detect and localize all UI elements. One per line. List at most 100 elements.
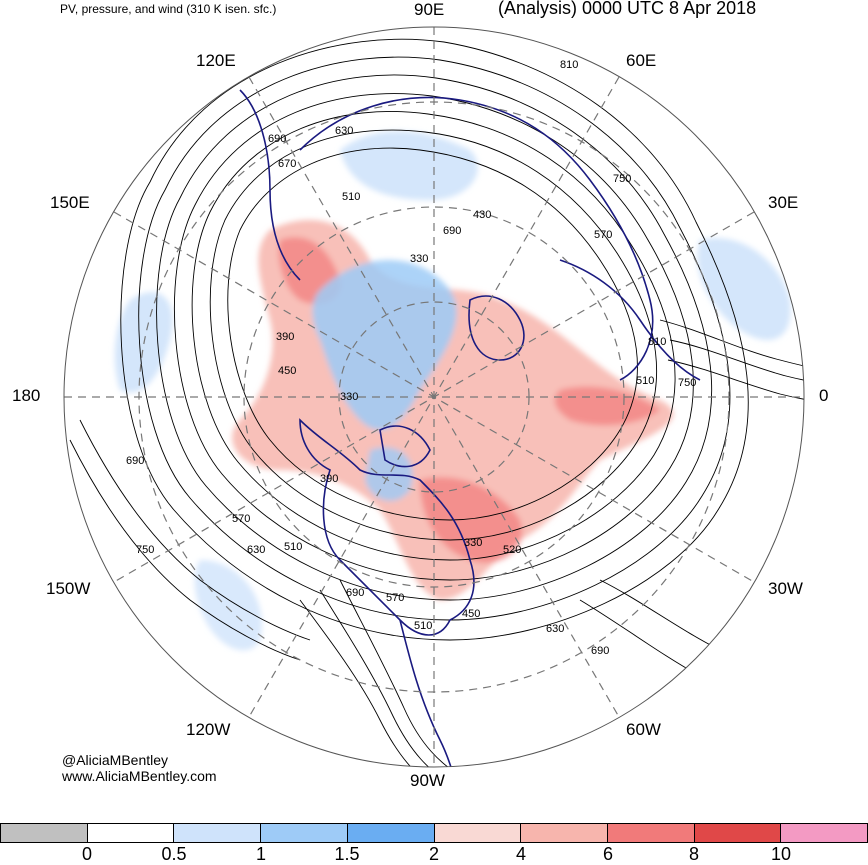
- contour-label: 570: [594, 229, 612, 241]
- colorbar-box: [87, 824, 175, 842]
- coastlines: [239, 89, 701, 767]
- contour-label: 510: [342, 191, 360, 203]
- contour-label: 630: [546, 623, 564, 635]
- colorbar-box: [694, 824, 782, 842]
- pressure-contour: [138, 56, 731, 621]
- colorbar: [0, 823, 868, 843]
- coastline-north-america: [299, 418, 475, 636]
- longitude-label-90e: 90E: [414, 0, 445, 19]
- longitude-label-120e: 120E: [196, 51, 236, 70]
- pv-low-region-6: [194, 560, 262, 651]
- pressure-contour: [173, 93, 694, 581]
- contour-label: 690: [591, 645, 609, 657]
- longitude-label-150w: 150W: [46, 579, 91, 598]
- contour-label: 810: [560, 59, 578, 71]
- contour-label: 810: [648, 336, 666, 348]
- pv-low-region-1: [312, 260, 457, 430]
- coastline-central-america: [399, 619, 461, 767]
- longitude-label-60w: 60W: [626, 720, 661, 739]
- pv-low-region-5: [697, 238, 791, 340]
- pv-shading: [114, 131, 791, 651]
- pressure-contour: [659, 319, 804, 371]
- credit-website: www.AliciaMBentley.com: [62, 768, 217, 784]
- contour-label: 390: [276, 331, 294, 343]
- contour-label: 690: [346, 587, 364, 599]
- colorbar-tick-label: 6: [602, 844, 614, 864]
- pressure-contour: [319, 589, 453, 767]
- pv-high-region-3: [420, 477, 522, 563]
- pressure-contour: [156, 74, 713, 601]
- contour-label: 510: [414, 620, 432, 632]
- colorbar-box: [1, 824, 88, 842]
- colorbar-box: [521, 824, 608, 842]
- pv-low-region-3: [365, 447, 413, 501]
- coastline-asia-east: [239, 89, 301, 281]
- map-border: [63, 26, 805, 768]
- contour-label: 670: [278, 158, 296, 170]
- map-title-right: (Analysis) 0000 UTC 8 Apr 2018: [498, 0, 757, 18]
- contour-label: 630: [247, 544, 265, 556]
- colorbar-tick-label: 8: [688, 844, 700, 864]
- pressure-contour: [227, 147, 638, 521]
- contour-label: 570: [386, 592, 404, 604]
- colorbar-box: [174, 824, 262, 842]
- longitude-label-150e: 150E: [50, 193, 90, 212]
- contour-label: 690: [268, 133, 286, 145]
- contour-label: 510: [636, 375, 654, 387]
- longitude-label-30e: 30E: [768, 193, 799, 212]
- contour-label: 330: [410, 253, 428, 265]
- colorbar-tick-label: 10: [770, 844, 792, 864]
- contour-label: 750: [613, 173, 631, 185]
- coastline-greenland: [468, 295, 525, 361]
- contour-label: 690: [126, 455, 144, 467]
- graticule: [64, 27, 804, 767]
- meridian-150e-30w: [113, 211, 755, 583]
- colorbar-tick-label: 0: [81, 844, 93, 864]
- contour-label: 520: [503, 544, 521, 556]
- pressure-contour: [69, 439, 301, 661]
- pressure-contour: [120, 38, 749, 641]
- colorbar-box: [434, 824, 522, 842]
- colorbar-box: [347, 824, 435, 842]
- pressure-contour: [299, 599, 441, 767]
- contour-label-layer: 810 630 690 670 510 750 430 690 570 330 …: [126, 59, 696, 657]
- colorbar-box: [607, 824, 695, 842]
- contour-label: 690: [443, 225, 461, 237]
- colorbar-box: [781, 824, 868, 842]
- contour-label: 330: [340, 391, 358, 403]
- pressure-contour: [79, 419, 311, 641]
- longitude-label-0: 0: [819, 386, 829, 405]
- coastline-arctic-islands: [379, 425, 431, 468]
- credit-handle: @AliciaMBentley: [62, 752, 169, 768]
- map-title-left: PV, pressure, and wind (310 K isen. sfc.…: [60, 2, 277, 16]
- pressure-contour: [667, 359, 804, 405]
- longitude-label-180: 180: [12, 386, 41, 405]
- coastline-eurasia: [299, 96, 654, 381]
- colorbar-tick-label: 1.5: [334, 844, 360, 864]
- pressure-contour: [339, 579, 465, 767]
- longitude-label-120w: 120W: [186, 720, 231, 739]
- contour-label: 330: [464, 537, 482, 549]
- contour-label: 750: [678, 377, 696, 389]
- contour-label: 570: [232, 513, 250, 525]
- longitude-label-90w: 90W: [410, 771, 445, 790]
- colorbar-box: [261, 824, 348, 842]
- credit-block: @AliciaMBentley www.AliciaMBentley.com: [62, 752, 217, 784]
- contour-label: 750: [136, 544, 154, 556]
- longitude-label-60e: 60E: [626, 51, 657, 70]
- colorbar-tick-label: 2: [428, 844, 440, 864]
- longitude-label-30w: 30W: [768, 579, 803, 598]
- pressure-contour: [669, 339, 804, 387]
- colorbar-tick-label: 4: [515, 844, 527, 864]
- colorbar-tick-label: 1: [255, 844, 267, 864]
- contour-label: 390: [320, 473, 338, 485]
- contour-label: 450: [462, 608, 480, 620]
- pressure-contour: [209, 129, 658, 541]
- colorbar-tick-label: 0.5: [161, 844, 187, 864]
- pressure-contours: [69, 38, 804, 767]
- coastline-europe: [559, 259, 701, 381]
- contour-label: 510: [284, 541, 302, 553]
- contour-label: 430: [473, 209, 491, 221]
- pressure-contour: [191, 111, 676, 561]
